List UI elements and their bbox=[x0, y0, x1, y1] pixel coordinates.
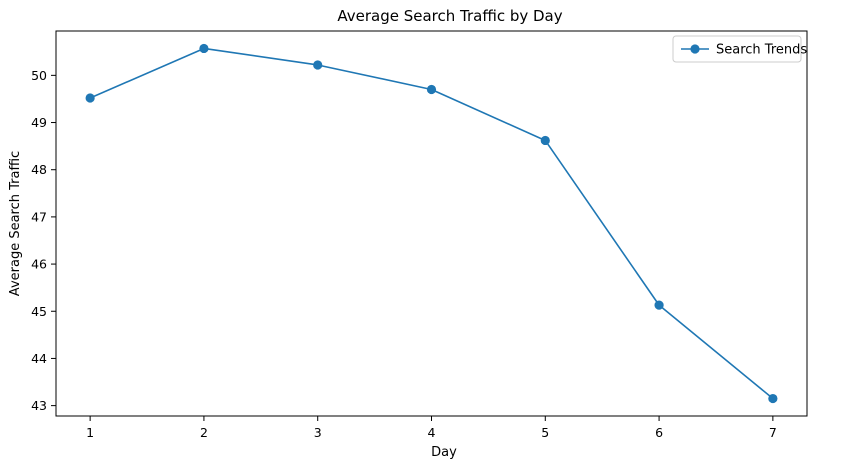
plot-area bbox=[85, 43, 778, 404]
x-tick-label: 4 bbox=[428, 425, 436, 440]
x-tick-label: 3 bbox=[314, 425, 322, 440]
legend-box bbox=[672, 35, 802, 63]
data-point bbox=[768, 393, 778, 404]
data-point bbox=[199, 43, 209, 54]
axes-frame bbox=[55, 30, 808, 417]
x-tick-label: 7 bbox=[769, 425, 777, 440]
data-point bbox=[654, 300, 664, 310]
y-axis-ticks: 43 44 45 46 47 48 49 50 bbox=[31, 68, 56, 413]
y-tick-label: 43 bbox=[31, 398, 47, 413]
data-point bbox=[313, 60, 323, 70]
y-tick-label: 48 bbox=[31, 162, 47, 177]
x-tick-label: 5 bbox=[541, 425, 549, 440]
legend-label: Search Trends bbox=[716, 43, 807, 58]
x-axis-label: Day bbox=[431, 445, 457, 460]
y-tick-label: 47 bbox=[31, 209, 47, 224]
y-tick-label: 46 bbox=[31, 257, 47, 272]
x-tick-label: 1 bbox=[86, 425, 94, 440]
chart-title: Average Search Traffic by Day bbox=[337, 7, 562, 25]
y-axis-label: Average Search Traffic bbox=[8, 151, 23, 296]
series-line-0 bbox=[89, 47, 774, 400]
data-point bbox=[426, 84, 437, 95]
y-tick-label: 44 bbox=[31, 351, 47, 366]
data-point bbox=[540, 135, 550, 146]
legend: Search Trends bbox=[672, 35, 807, 63]
x-tick-label: 6 bbox=[655, 425, 663, 440]
x-tick-label: 2 bbox=[200, 425, 208, 440]
legend-marker bbox=[690, 44, 700, 54]
y-tick-label: 50 bbox=[31, 68, 47, 83]
x-axis-ticks: 1 2 3 4 5 6 7 bbox=[86, 416, 777, 440]
y-tick-label: 49 bbox=[31, 115, 47, 130]
y-tick-label: 45 bbox=[31, 304, 47, 319]
data-point bbox=[85, 93, 95, 103]
